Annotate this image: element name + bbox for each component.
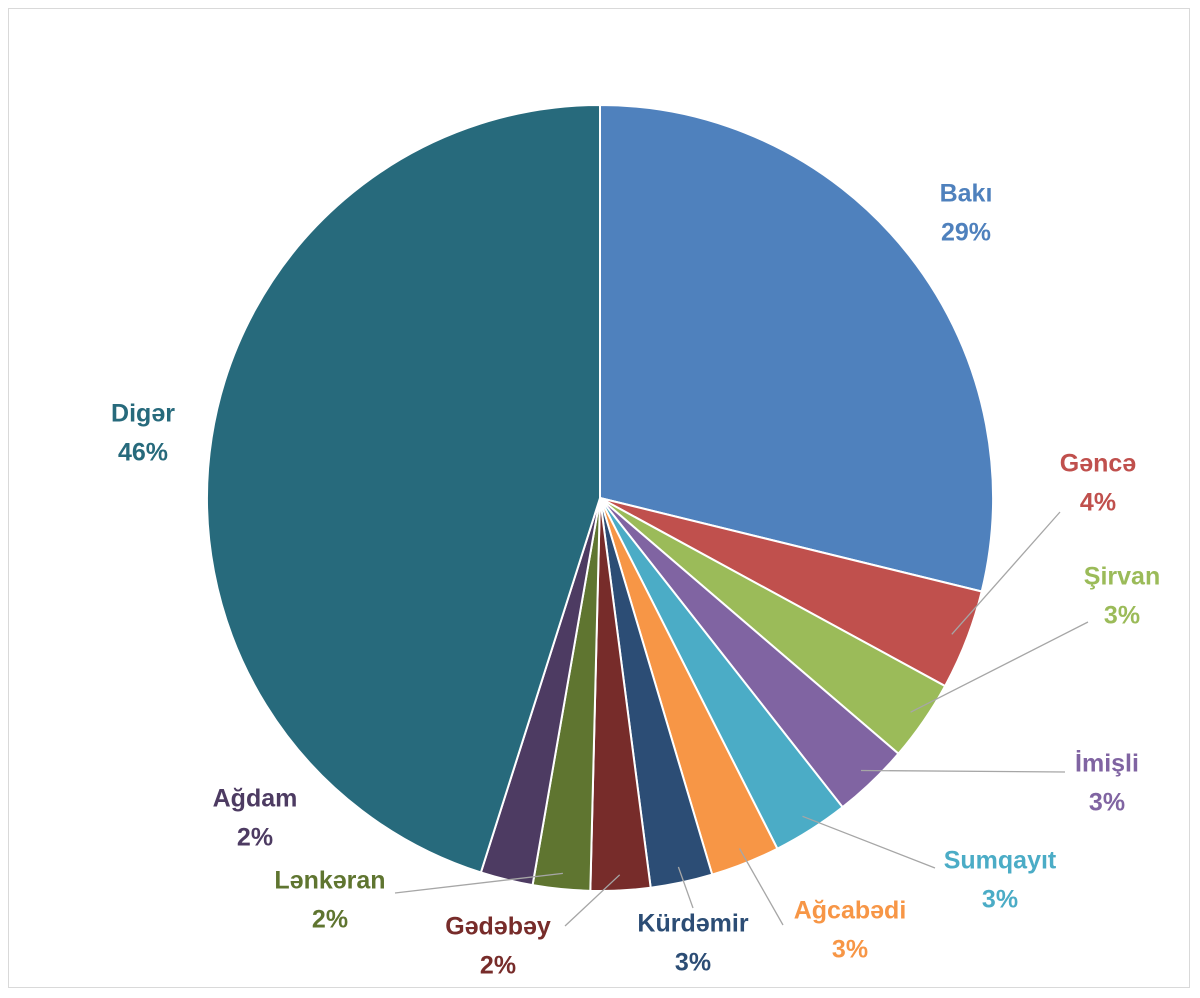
data-label-l-nk-ran: Lənkəran 2% [274, 867, 385, 934]
data-label-i-mis-li: İmişli 3% [1075, 750, 1139, 817]
pie-slice-dig-r [206, 103, 601, 874]
data-label-sumqay-t: Sumqayıt 3% [944, 847, 1057, 914]
percent-label: 3% [1089, 789, 1125, 817]
leader-line-s-irvan [910, 621, 1089, 713]
leader-line-ag-cab-di [738, 848, 784, 926]
percent-label: 2% [480, 952, 516, 980]
percent-label: 2% [237, 824, 273, 852]
data-label-bak: Bakı 29% [940, 180, 993, 247]
category-label: Sumqayıt [944, 847, 1057, 875]
percent-label: 3% [832, 936, 868, 964]
leader-line-g-nc [951, 511, 1061, 635]
category-label: Kürdəmir [637, 910, 748, 938]
percent-label: 3% [982, 886, 1018, 914]
leader-line-i-mis-li [860, 769, 1066, 773]
leader-line-g-d-b-y [564, 874, 621, 927]
category-label: Gədəbəy [445, 913, 551, 941]
category-label: Gəncə [1060, 450, 1137, 478]
category-label: Digər [111, 400, 175, 428]
data-label-dig-r: Digər 46% [111, 400, 175, 467]
data-label-ag-cab-di: Ağcabədi 3% [794, 897, 907, 964]
category-label: İmişli [1075, 750, 1139, 778]
percent-label: 29% [941, 219, 991, 247]
data-label-ku-rd-mir: Kürdəmir 3% [637, 910, 748, 977]
percent-label: 3% [1104, 602, 1140, 630]
category-label: Şirvan [1084, 563, 1160, 591]
leader-line-l-nk-ran [394, 872, 563, 894]
data-label-g-nc: Gəncə 4% [1060, 450, 1137, 517]
category-label: Ağcabədi [794, 897, 907, 925]
category-label: Ağdam [213, 785, 298, 813]
data-label-s-irvan: Şirvan 3% [1084, 563, 1160, 630]
leader-line-ku-rd-mir [677, 866, 694, 909]
percent-label: 4% [1080, 489, 1116, 517]
percent-label: 46% [118, 439, 168, 467]
data-label-ag-dam: Ağdam 2% [213, 785, 298, 852]
category-label: Bakı [940, 180, 993, 208]
pie-slice-bak [599, 103, 994, 593]
percent-label: 3% [675, 949, 711, 977]
category-label: Lənkəran [274, 867, 385, 895]
leader-line-sumqay-t [802, 815, 936, 869]
data-label-g-d-b-y: Gədəbəy 2% [445, 913, 551, 980]
percent-label: 2% [312, 906, 348, 934]
